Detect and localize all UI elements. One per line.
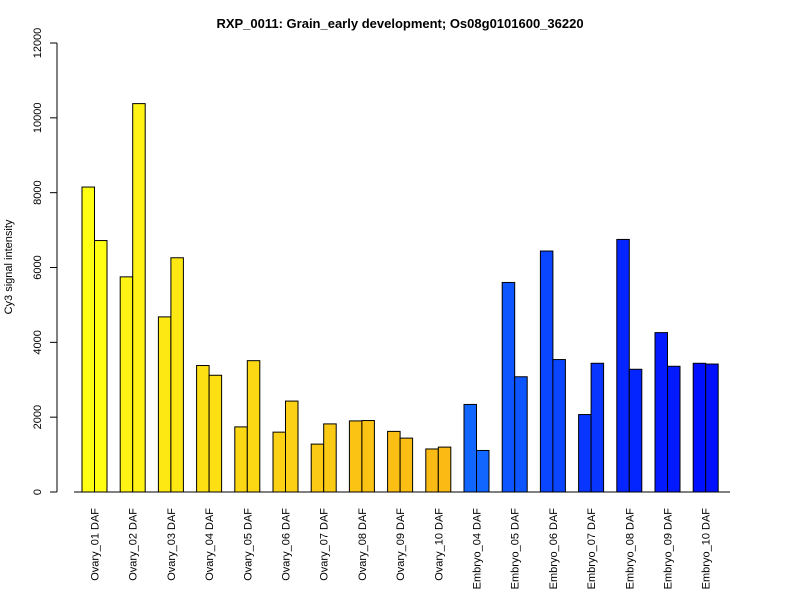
bar-2: [628, 368, 643, 493]
chart-title: RXP_0011: Grain_early development; Os08g…: [216, 16, 583, 31]
y-tick-label: 12000: [32, 28, 44, 59]
x-category-label: Ovary_02 DAF: [128, 508, 140, 581]
x-category-label: Ovary_09 DAF: [395, 508, 407, 581]
y-tick-label: 2000: [32, 405, 44, 429]
bar-1: [81, 186, 95, 493]
x-category-label: Ovary_03 DAF: [166, 508, 178, 581]
bar-2: [132, 103, 146, 493]
bar-1: [157, 316, 172, 493]
bar-1: [463, 403, 477, 493]
x-category-label: Ovary_07 DAF: [319, 508, 331, 581]
x-category-label: Ovary_05 DAF: [242, 508, 254, 581]
y-axis-ticks: 0 2000 4000 6000 8000 10000 12000: [32, 28, 57, 495]
x-category-label: Ovary_01 DAF: [90, 508, 102, 581]
x-category-label: Embryo_04 DAF: [472, 508, 484, 590]
bar-2: [552, 359, 566, 493]
bar-2: [514, 376, 528, 493]
bar-1: [539, 250, 554, 493]
bar-2: [246, 360, 261, 493]
bar-1: [310, 443, 325, 493]
bar-1: [387, 430, 401, 493]
bar-2: [705, 363, 719, 493]
x-category-label: Ovary_06 DAF: [281, 508, 293, 581]
bar-2: [361, 420, 375, 493]
bar-2: [94, 240, 108, 493]
x-category-label: Embryo_05 DAF: [510, 508, 522, 590]
bar-2: [399, 437, 414, 493]
bar-1: [501, 281, 516, 493]
bar-2: [476, 449, 490, 493]
x-category-label: Embryo_06 DAF: [548, 508, 560, 590]
bar-2: [590, 362, 605, 493]
bars: [81, 103, 719, 493]
x-category-label: Embryo_08 DAF: [624, 508, 636, 590]
bar-2: [285, 400, 299, 493]
bar-2: [323, 423, 337, 493]
bar-1: [425, 448, 439, 493]
x-category-label: Ovary_10 DAF: [433, 508, 445, 581]
bar-2: [170, 257, 184, 493]
category-labels: Ovary_01 DAF Ovary_02 DAF Ovary_03 DAF Ovar…: [90, 508, 713, 590]
y-tick-label: 8000: [32, 180, 44, 204]
bar-2: [208, 374, 223, 493]
bar-1: [234, 426, 248, 493]
bar-1: [616, 238, 630, 493]
x-category-label: Embryo_09 DAF: [663, 508, 675, 590]
bar-1: [578, 414, 592, 493]
bar-2: [437, 446, 452, 493]
y-axis-title: Cy3 signal intensity: [3, 219, 15, 314]
x-category-label: Ovary_04 DAF: [204, 508, 216, 581]
bar-1: [119, 276, 134, 493]
bar-1: [196, 365, 210, 493]
bar-1: [272, 431, 286, 493]
y-tick-label: 10000: [32, 103, 44, 134]
bar-1: [348, 420, 363, 493]
x-category-label: Ovary_08 DAF: [357, 508, 369, 581]
x-category-label: Embryo_10 DAF: [701, 508, 713, 590]
y-tick-label: 0: [32, 489, 44, 495]
y-tick-label: 4000: [32, 330, 44, 354]
bar-1: [654, 332, 668, 493]
y-tick-label: 6000: [32, 255, 44, 279]
x-category-label: Embryo_07 DAF: [586, 508, 598, 590]
bar-1: [692, 362, 707, 493]
bar-2: [667, 365, 681, 493]
